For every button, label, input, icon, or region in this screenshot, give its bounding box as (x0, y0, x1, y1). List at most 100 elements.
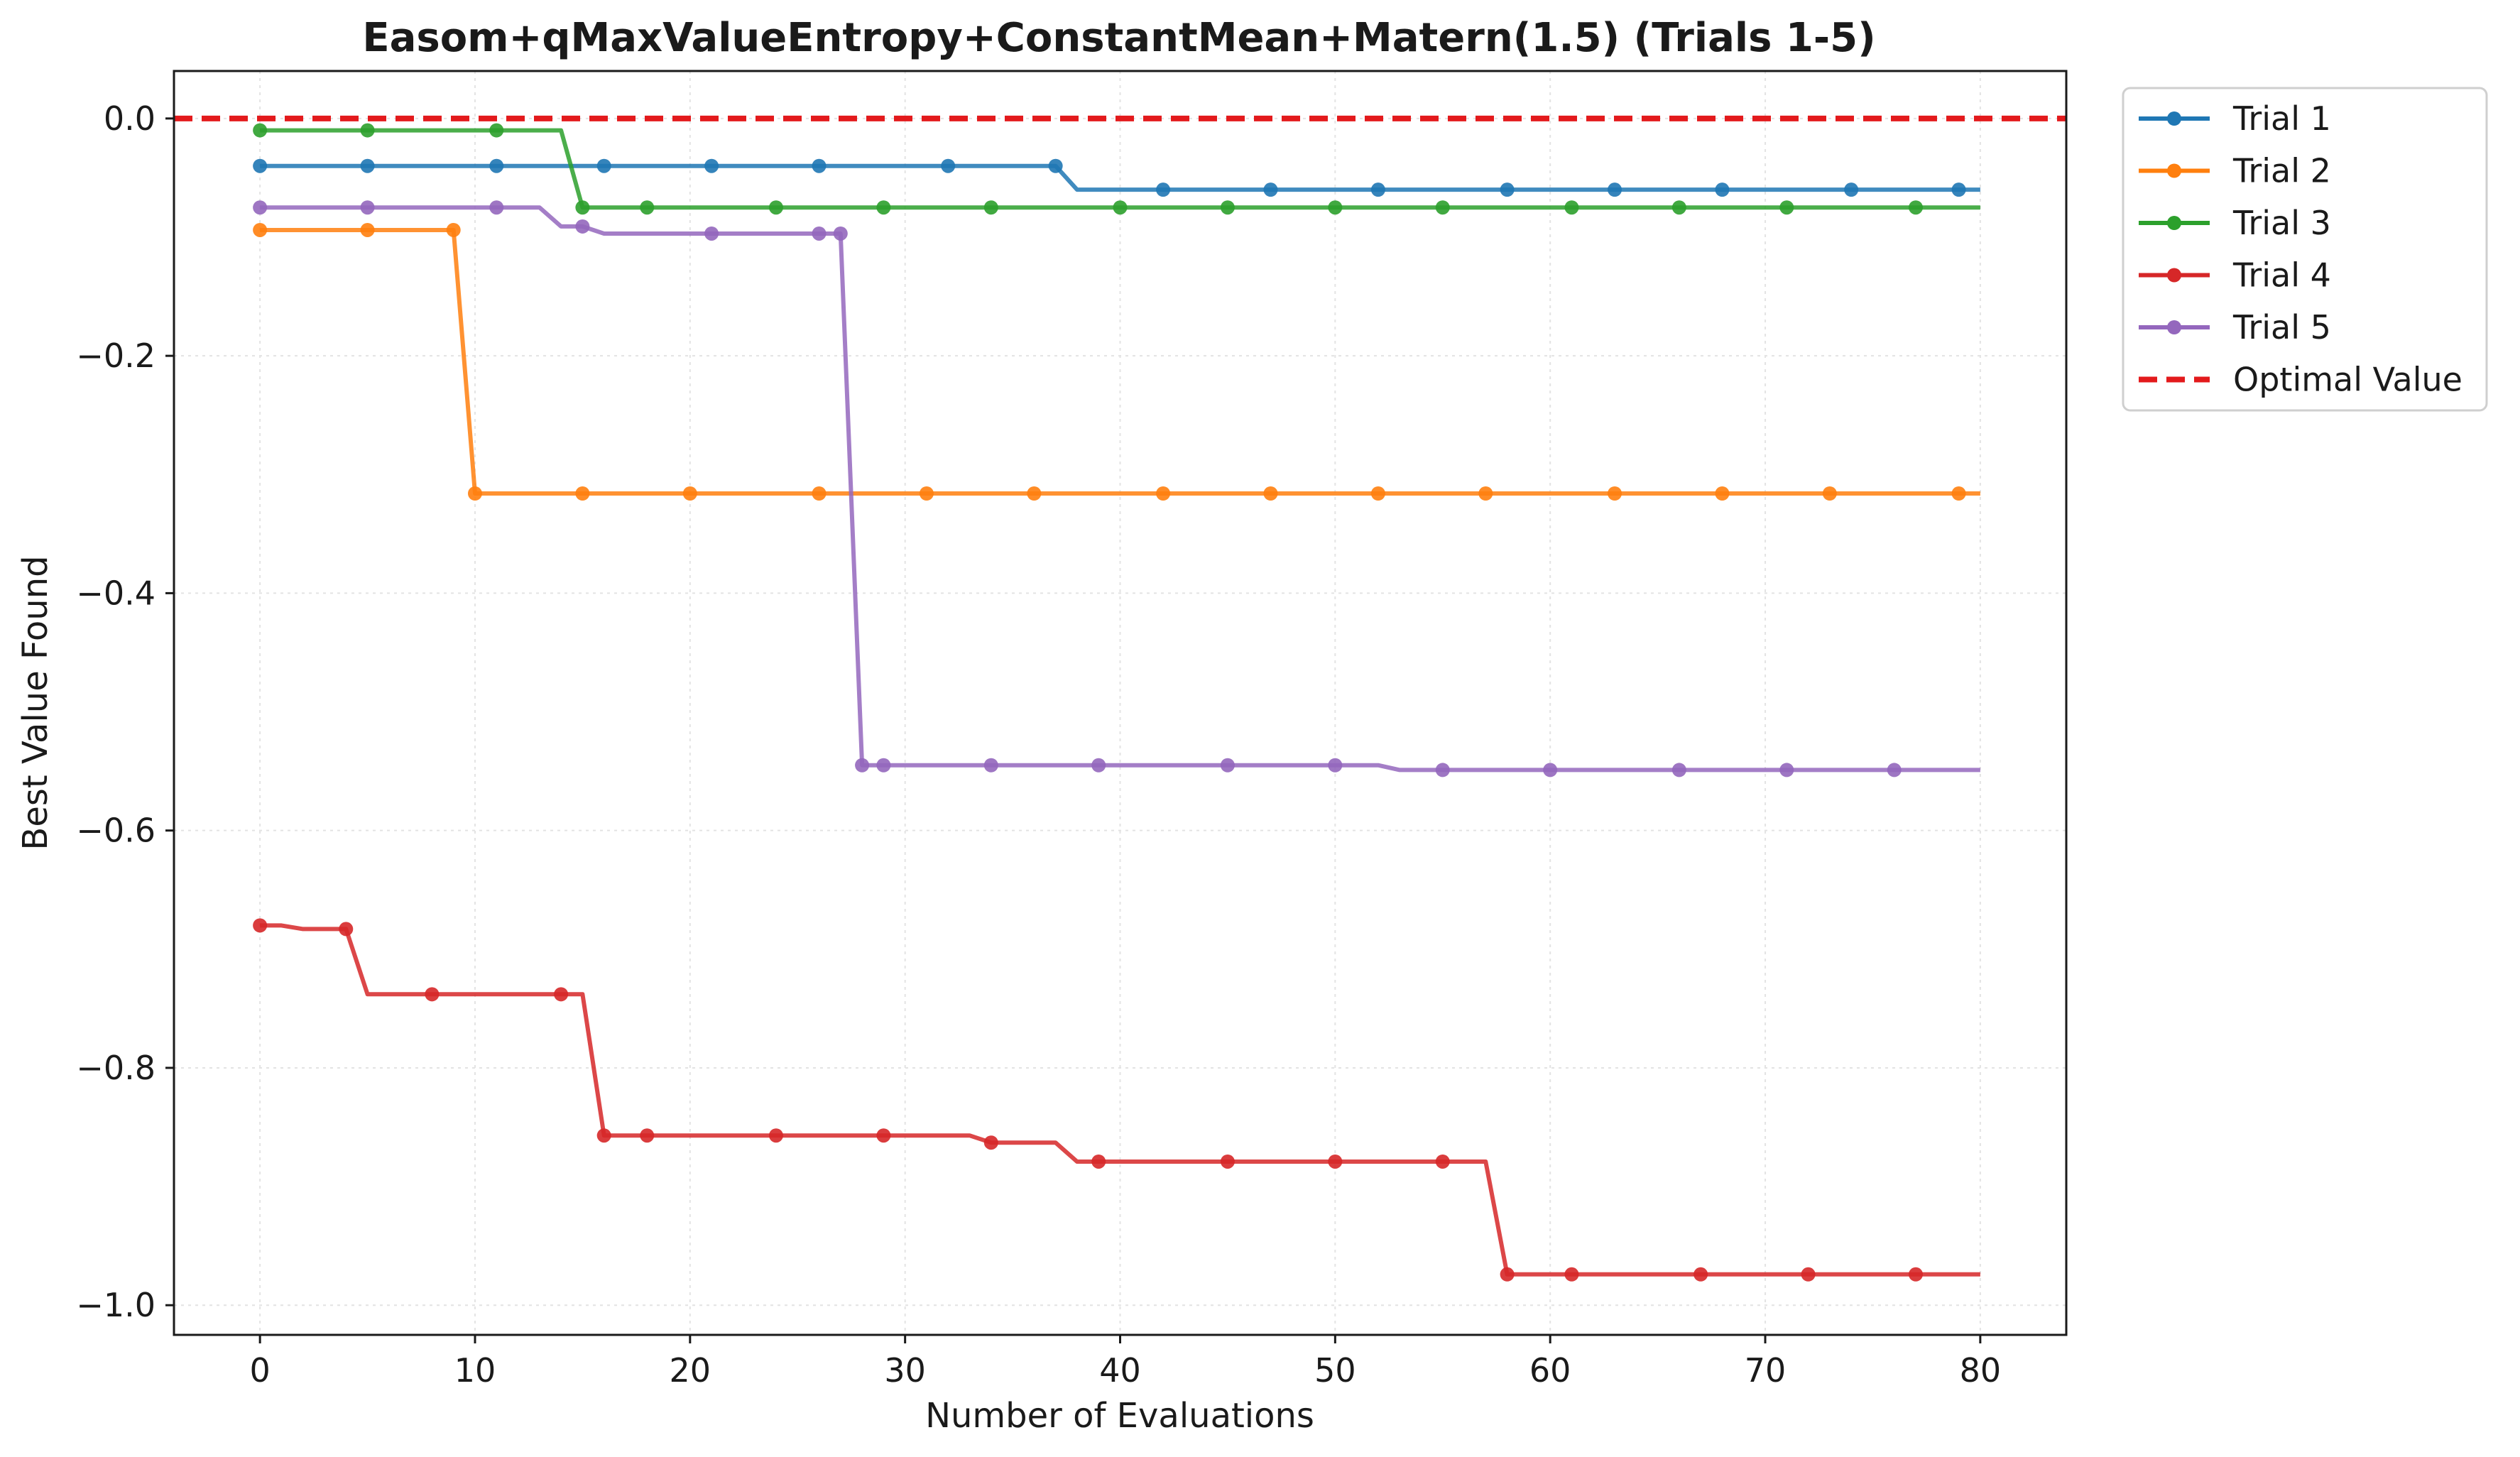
data-point (253, 222, 268, 237)
data-point (855, 758, 870, 773)
legend-entry: Optimal Value (2139, 361, 2462, 399)
data-point (253, 918, 268, 933)
data-point (1608, 182, 1622, 197)
data-point (1564, 200, 1579, 215)
legend-entry: Trial 2 (2139, 152, 2331, 190)
data-point (682, 486, 697, 501)
data-point (1220, 1154, 1235, 1169)
legend-entry: Trial 5 (2139, 308, 2331, 346)
data-point (640, 1128, 655, 1143)
y-axis-label: Best Value Found (16, 555, 55, 850)
data-point (876, 1128, 891, 1143)
data-point (1564, 1267, 1579, 1282)
data-point (1801, 1267, 1816, 1282)
data-point (1543, 763, 1558, 777)
series-trial-2 (253, 222, 1980, 501)
data-point (446, 222, 461, 237)
x-tick-label: 20 (670, 1351, 711, 1390)
data-point (983, 758, 998, 773)
data-point (1693, 1267, 1708, 1282)
x-tick-label: 60 (1529, 1351, 1571, 1390)
data-point (1779, 200, 1794, 215)
series-group (174, 115, 2066, 1282)
series-trial-5 (253, 200, 1980, 777)
data-point (1822, 486, 1837, 501)
data-point (1844, 182, 1859, 197)
data-point (1435, 1154, 1450, 1169)
data-point (1263, 182, 1278, 197)
data-point (1091, 758, 1106, 773)
data-point (360, 222, 375, 237)
legend-label: Trial 1 (2232, 99, 2331, 138)
x-axis: 0 10 20 30 40 50 60 70 80 (249, 1335, 2001, 1390)
data-point (1671, 200, 1686, 215)
x-tick-label: 50 (1314, 1351, 1356, 1390)
data-point (489, 123, 504, 138)
data-point (1909, 1267, 1924, 1282)
data-point (983, 1135, 998, 1150)
data-point (1671, 763, 1686, 777)
series-line (260, 128, 1980, 210)
data-point (876, 200, 891, 215)
data-point (1220, 758, 1235, 773)
series-line (260, 205, 1980, 773)
data-point (876, 758, 891, 773)
series-trial-1 (253, 158, 1980, 197)
y-tick-label: −0.8 (76, 1049, 156, 1087)
data-point (1779, 763, 1794, 777)
y-axis: 0.0 −0.2 −0.4 −0.6 −0.8 −1.0 (76, 99, 174, 1324)
data-point (360, 200, 375, 215)
grid (174, 71, 2066, 1335)
data-point (1263, 486, 1278, 501)
y-tick-label: −1.0 (76, 1286, 156, 1324)
data-point (489, 158, 504, 173)
data-point (941, 158, 956, 173)
data-point (704, 226, 719, 241)
series-line (260, 923, 1980, 1277)
data-point (575, 486, 590, 501)
x-tick-label: 0 (249, 1351, 270, 1390)
series-line (260, 228, 1980, 496)
data-point (1435, 200, 1450, 215)
data-point (253, 158, 268, 173)
legend-label: Optimal Value (2233, 361, 2462, 399)
legend-label: Trial 2 (2232, 152, 2331, 190)
x-tick-label: 80 (1960, 1351, 2002, 1390)
data-point (1715, 486, 1730, 501)
legend-marker (2167, 216, 2181, 230)
series-trial-4 (253, 918, 1980, 1282)
legend: Trial 1 Trial 2 Trial 3 Trial 4 Trial 5 Optim… (2122, 87, 2488, 412)
legend-label: Trial 3 (2232, 204, 2331, 242)
legend-entry: Trial 4 (2139, 256, 2331, 295)
data-point (1951, 486, 1966, 501)
legend-entry: Trial 3 (2139, 204, 2331, 242)
data-point (704, 158, 719, 173)
data-point (812, 226, 827, 241)
x-axis-label: Number of Evaluations (925, 1396, 1314, 1436)
data-point (1608, 486, 1622, 501)
legend-entry: Trial 1 (2139, 99, 2331, 138)
data-point (1156, 182, 1171, 197)
x-tick-label: 10 (454, 1351, 496, 1390)
data-point (1113, 200, 1128, 215)
x-tick-label: 40 (1099, 1351, 1141, 1390)
legend-label: Trial 5 (2232, 308, 2331, 346)
data-point (1435, 763, 1450, 777)
data-point (575, 219, 590, 234)
data-point (596, 1128, 611, 1143)
data-point (1715, 182, 1730, 197)
legend-label: Trial 4 (2232, 256, 2331, 295)
series-trial-3 (253, 123, 1980, 215)
data-point (1951, 182, 1966, 197)
data-point (1156, 486, 1171, 501)
data-point (1478, 486, 1493, 501)
y-tick-label: −0.4 (76, 574, 156, 612)
x-tick-label: 30 (884, 1351, 926, 1390)
data-point (425, 987, 440, 1002)
data-point (1048, 158, 1063, 173)
data-point (467, 486, 482, 501)
legend-marker (2167, 268, 2181, 283)
data-point (833, 226, 848, 241)
data-point (575, 200, 590, 215)
data-point (1370, 182, 1385, 197)
